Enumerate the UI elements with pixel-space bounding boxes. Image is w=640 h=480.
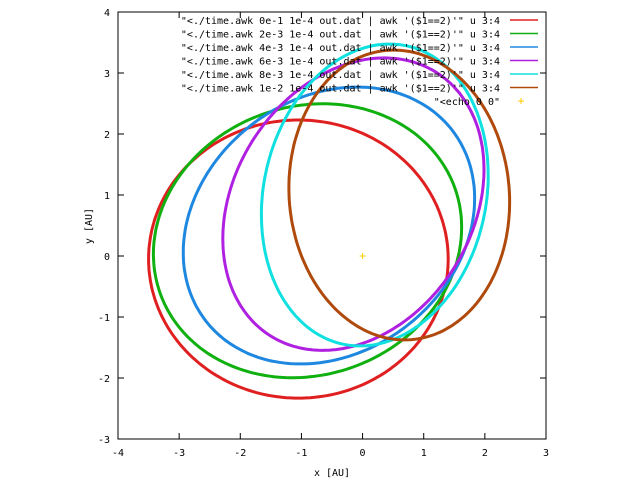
y-tick-label: -1 xyxy=(98,313,110,324)
legend-label: "<./time.awk 0e-1 1e-4 out.dat | awk '($… xyxy=(181,16,500,27)
plot-border xyxy=(117,11,547,440)
orbit-series-6 xyxy=(287,48,512,342)
y-tick-label: -3 xyxy=(98,435,110,446)
y-tick-label: 4 xyxy=(104,8,110,19)
x-tick-label: -2 xyxy=(234,448,246,459)
x-tick-label: 0 xyxy=(360,448,366,459)
y-tick-label: 3 xyxy=(104,69,110,80)
legend-label: "<echo 0 0" xyxy=(434,97,500,108)
x-tick-label: -3 xyxy=(173,448,185,459)
orbit-curves xyxy=(147,42,512,400)
orbit-series-1 xyxy=(147,118,450,400)
x-axis-label: x [AU] xyxy=(314,468,350,479)
legend-label: "<./time.awk 2e-3 1e-4 out.dat | awk '($… xyxy=(181,30,500,41)
legend-label: "<./time.awk 6e-3 1e-4 out.dat | awk '($… xyxy=(181,57,500,68)
x-tick-label: 1 xyxy=(421,448,427,459)
orbit-series-3 xyxy=(181,85,477,366)
legend-label: "<./time.awk 1e-2 1e-4 out.dat | awk '($… xyxy=(181,84,500,95)
orbit-series-2 xyxy=(151,102,464,380)
legend: "<./time.awk 0e-1 1e-4 out.dat | awk '($… xyxy=(181,16,538,108)
y-axis-label: y [AU] xyxy=(84,208,95,244)
orbit-series-5 xyxy=(259,42,490,348)
legend-swatch xyxy=(518,98,524,104)
plot-frame xyxy=(117,11,547,440)
orbit-series-4 xyxy=(221,56,486,352)
y-tick-label: 1 xyxy=(104,191,110,202)
legend-label: "<./time.awk 8e-3 1e-4 out.dat | awk '($… xyxy=(181,70,500,81)
x-tick-label: -4 xyxy=(112,448,124,459)
y-tick-label: 2 xyxy=(104,130,110,141)
origin-point-marker xyxy=(359,253,366,259)
x-tick-label: 3 xyxy=(543,448,549,459)
y-tick-label: -2 xyxy=(98,374,110,385)
legend-label: "<./time.awk 4e-3 1e-4 out.dat | awk '($… xyxy=(181,43,500,54)
x-tick-label: 2 xyxy=(482,448,488,459)
x-tick-label: -1 xyxy=(295,448,307,459)
y-tick-label: 0 xyxy=(104,252,110,263)
